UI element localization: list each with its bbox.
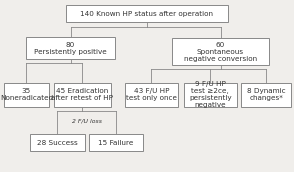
Text: 80
Persistently positive: 80 Persistently positive [34,42,107,55]
FancyBboxPatch shape [172,38,269,65]
FancyBboxPatch shape [26,37,115,59]
Text: 15 Failure: 15 Failure [98,140,134,146]
Text: 35
Noneradicated: 35 Noneradicated [0,88,53,101]
Text: 28 Success: 28 Success [37,140,78,146]
Text: 9 F/U HP
test ≥2ce,
persistently
negative: 9 F/U HP test ≥2ce, persistently negativ… [189,81,231,108]
Text: 60
Spontaneous
negative conversion: 60 Spontaneous negative conversion [184,42,257,62]
Text: 140 Known HP status after operation: 140 Known HP status after operation [81,11,213,17]
Text: 43 F/U HP
test only once: 43 F/U HP test only once [126,88,177,101]
FancyBboxPatch shape [184,83,237,107]
FancyBboxPatch shape [54,83,111,107]
Text: 2 F/U loss: 2 F/U loss [72,119,102,124]
FancyBboxPatch shape [89,134,143,151]
Text: 8 Dynamic
changes*: 8 Dynamic changes* [247,88,285,101]
FancyBboxPatch shape [125,83,178,107]
FancyBboxPatch shape [66,5,228,22]
FancyBboxPatch shape [4,83,49,107]
FancyBboxPatch shape [30,134,85,151]
FancyBboxPatch shape [241,83,291,107]
Text: 45 Eradication
after retest of HP: 45 Eradication after retest of HP [51,88,113,101]
